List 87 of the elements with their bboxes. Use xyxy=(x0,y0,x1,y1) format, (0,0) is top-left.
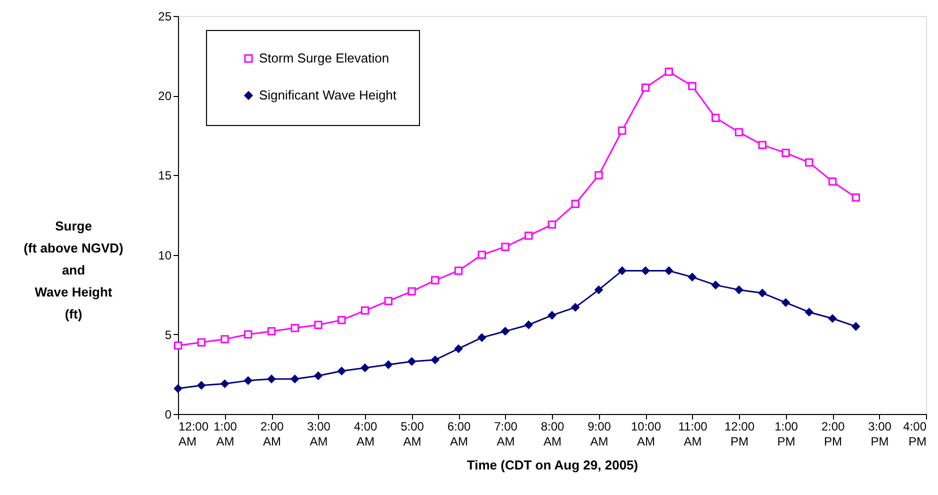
x-tick-label: 12:00 PM xyxy=(724,420,755,448)
point xyxy=(314,372,322,380)
point xyxy=(548,311,556,320)
point xyxy=(734,286,744,294)
point xyxy=(712,114,720,122)
point xyxy=(828,314,837,323)
point xyxy=(454,266,463,275)
x-tick-label: 8:00 AM xyxy=(540,420,564,448)
point xyxy=(197,338,206,346)
point xyxy=(594,286,603,294)
point xyxy=(501,327,510,336)
point xyxy=(712,280,720,290)
x-tick-label: 5:00 AM xyxy=(400,420,424,448)
point xyxy=(267,374,276,384)
point xyxy=(805,308,814,316)
x-axis-title: Time (CDT on Aug 29, 2005) xyxy=(466,458,638,472)
y-tick-label: 15 xyxy=(158,168,172,183)
point xyxy=(758,140,766,150)
point xyxy=(360,306,370,315)
x-tick-label: 2:00 AM xyxy=(260,420,284,448)
x-tick-label: 7:00 AM xyxy=(494,420,518,448)
point xyxy=(571,200,580,208)
point xyxy=(384,360,392,369)
legend-label: Storm Surge Elevation xyxy=(259,50,390,66)
point xyxy=(290,374,299,384)
point xyxy=(244,376,252,385)
legend-label: Significant Wave Height xyxy=(259,88,397,102)
point xyxy=(290,324,299,332)
x-tick-label: 11:00 AM xyxy=(678,420,708,448)
point xyxy=(408,357,416,366)
point xyxy=(782,298,790,307)
point xyxy=(501,242,510,251)
point xyxy=(454,344,463,353)
point xyxy=(314,320,322,329)
point xyxy=(852,193,860,202)
point xyxy=(197,381,206,390)
point xyxy=(431,276,440,284)
point xyxy=(688,272,696,282)
point xyxy=(805,158,814,167)
x-tick-label: 4:00 PM xyxy=(903,420,927,448)
point xyxy=(734,128,744,136)
point xyxy=(664,266,673,275)
x-tick-label: 12:00 AM xyxy=(178,420,209,448)
point xyxy=(360,364,370,372)
point xyxy=(758,288,766,298)
point xyxy=(641,266,650,275)
x-tick-label: 9:00 AM xyxy=(588,420,612,448)
point xyxy=(431,356,440,364)
x-tick-label: 3:00 AM xyxy=(307,420,331,448)
point xyxy=(782,148,790,158)
x-tick-label: 4:00 AM xyxy=(354,420,378,448)
point xyxy=(244,330,252,339)
point xyxy=(618,266,626,275)
point xyxy=(828,177,837,186)
point xyxy=(478,250,486,259)
point xyxy=(688,82,696,90)
point xyxy=(174,341,182,350)
x-tick-label: 1:00 AM xyxy=(214,420,238,448)
y-tick-label: 5 xyxy=(164,328,172,342)
point xyxy=(338,366,346,376)
y-tick-label: 25 xyxy=(158,10,172,24)
x-tick-label: 10:00 AM xyxy=(630,420,662,448)
point xyxy=(384,296,392,306)
point xyxy=(478,333,486,342)
x-tick-label: 2:00 PM xyxy=(821,420,845,448)
x-tick-label: 6:00 AM xyxy=(447,420,471,448)
y-axis-title: Surge (ft above NGVD) and Wave Height (ft) xyxy=(24,218,124,322)
point xyxy=(594,171,603,180)
point xyxy=(571,303,580,312)
point xyxy=(524,232,533,240)
y-tick-label: 20 xyxy=(158,89,172,104)
point xyxy=(220,335,229,344)
y-tick-label: 10 xyxy=(158,248,172,262)
point xyxy=(220,380,229,388)
point xyxy=(174,384,182,393)
x-tick-label: 1:00 PM xyxy=(774,420,798,448)
point xyxy=(641,84,650,92)
x-tick-label: 3:00 PM xyxy=(868,420,892,448)
point xyxy=(338,316,346,324)
point xyxy=(548,220,556,229)
point xyxy=(664,68,673,76)
point xyxy=(618,126,626,135)
point xyxy=(267,327,276,336)
point xyxy=(524,320,533,329)
point xyxy=(852,322,860,331)
y-tick-label: 0 xyxy=(164,408,172,422)
point xyxy=(408,287,416,296)
